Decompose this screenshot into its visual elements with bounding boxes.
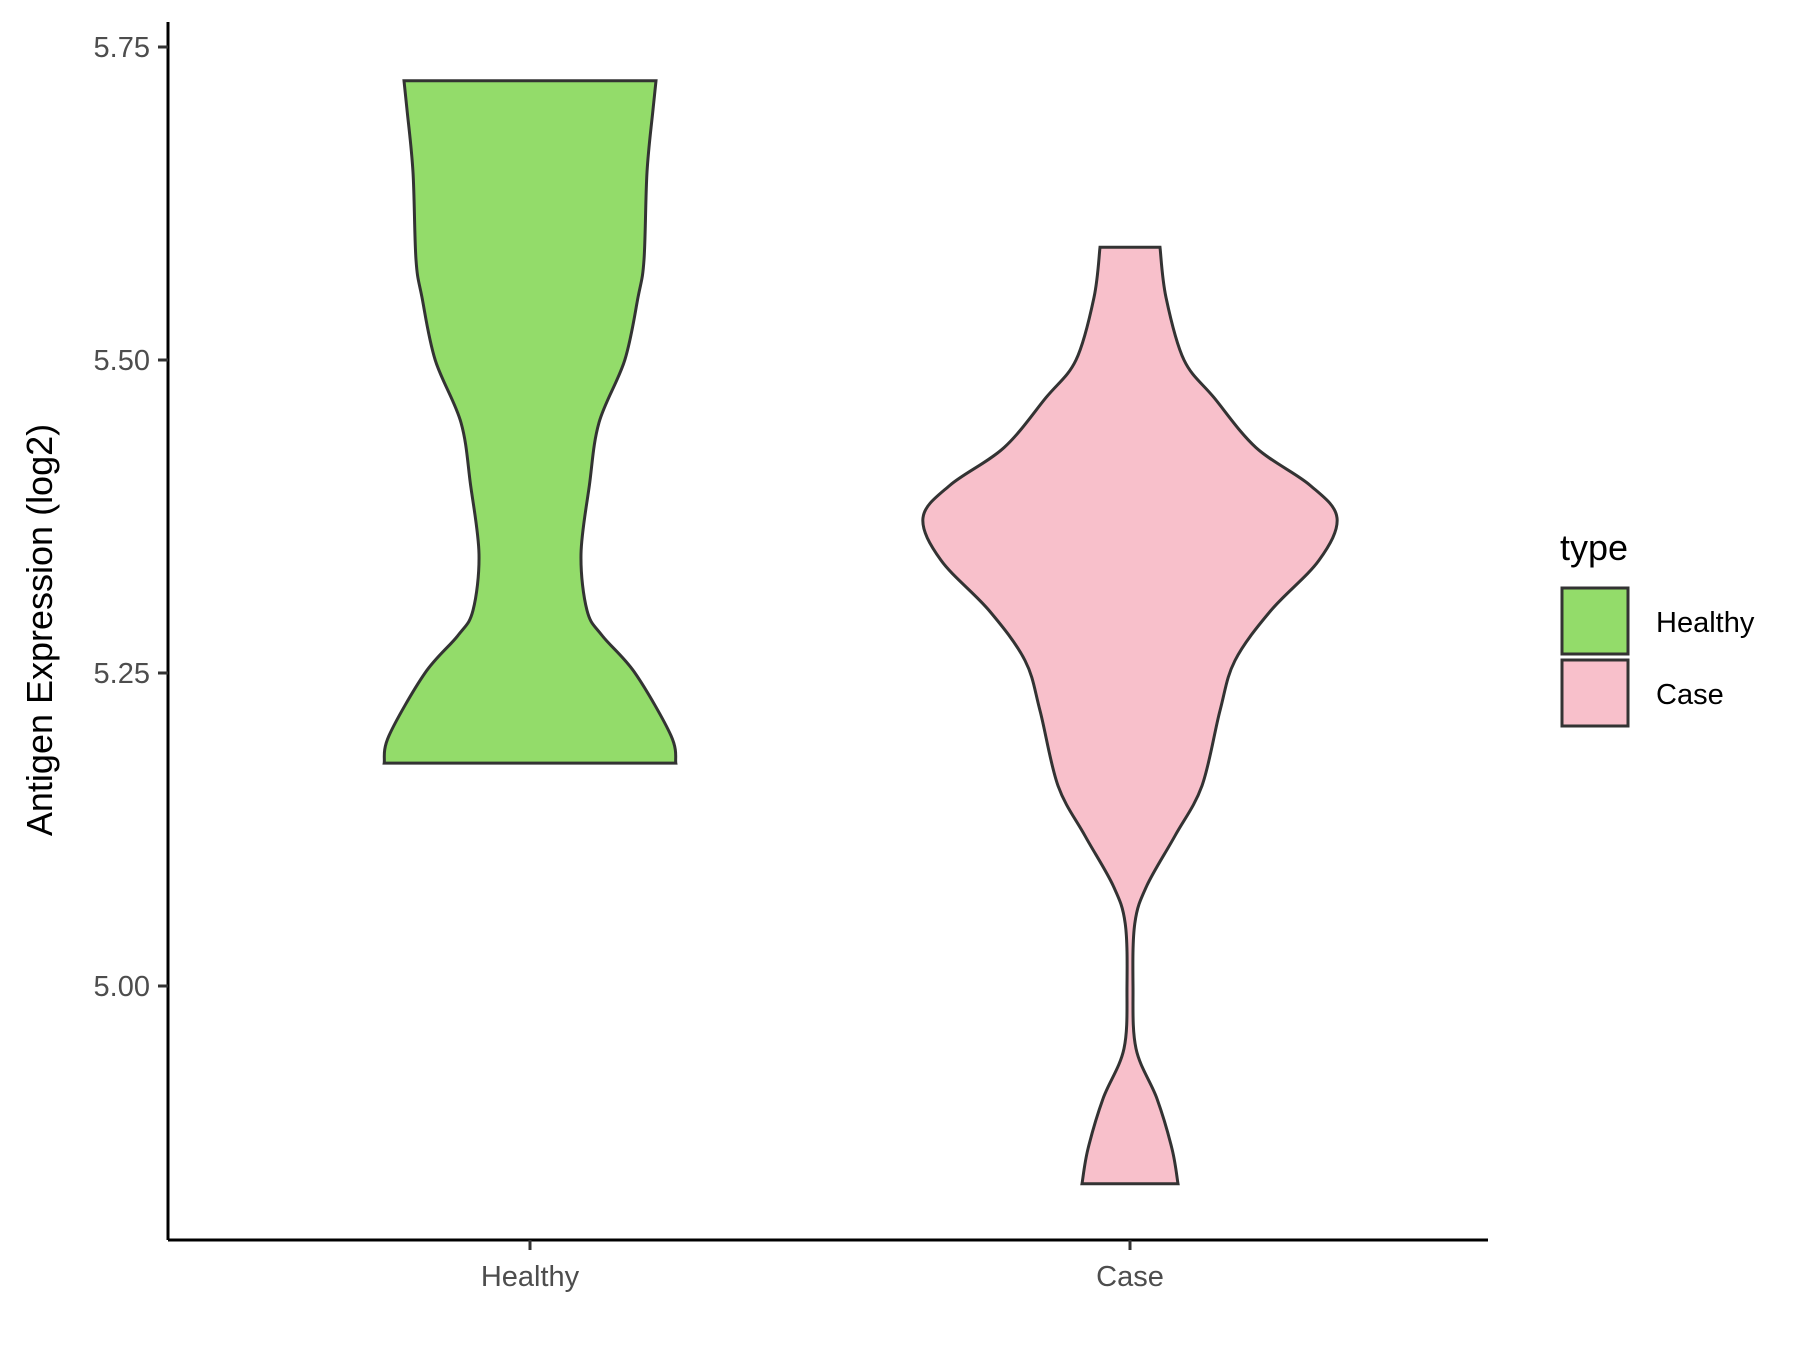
- x-axis: Healthy Case: [168, 1238, 1488, 1293]
- legend-swatch-healthy: [1560, 586, 1630, 656]
- y-axis-title: Antigen Expression (log2): [19, 424, 60, 836]
- y-tick-label: 5.25: [94, 658, 150, 690]
- legend-title: type: [1560, 527, 1628, 568]
- y-tick-label: 5.00: [94, 971, 150, 1003]
- violin-case: [921, 245, 1339, 1186]
- y-tick-label: 5.50: [94, 345, 150, 377]
- x-tick-label: Case: [1096, 1261, 1164, 1293]
- legend-label-case: Case: [1656, 679, 1724, 711]
- legend: type Healthy Case: [1560, 527, 1755, 728]
- plot-area: [382, 79, 1339, 1186]
- y-axis: 5.00 5.25 5.50 5.75: [94, 22, 170, 1240]
- violin-healthy: [382, 79, 678, 765]
- legend-label-healthy: Healthy: [1656, 607, 1755, 639]
- legend-swatch-case: [1560, 658, 1630, 728]
- y-tick-label: 5.75: [94, 32, 150, 64]
- x-tick-label: Healthy: [481, 1261, 580, 1293]
